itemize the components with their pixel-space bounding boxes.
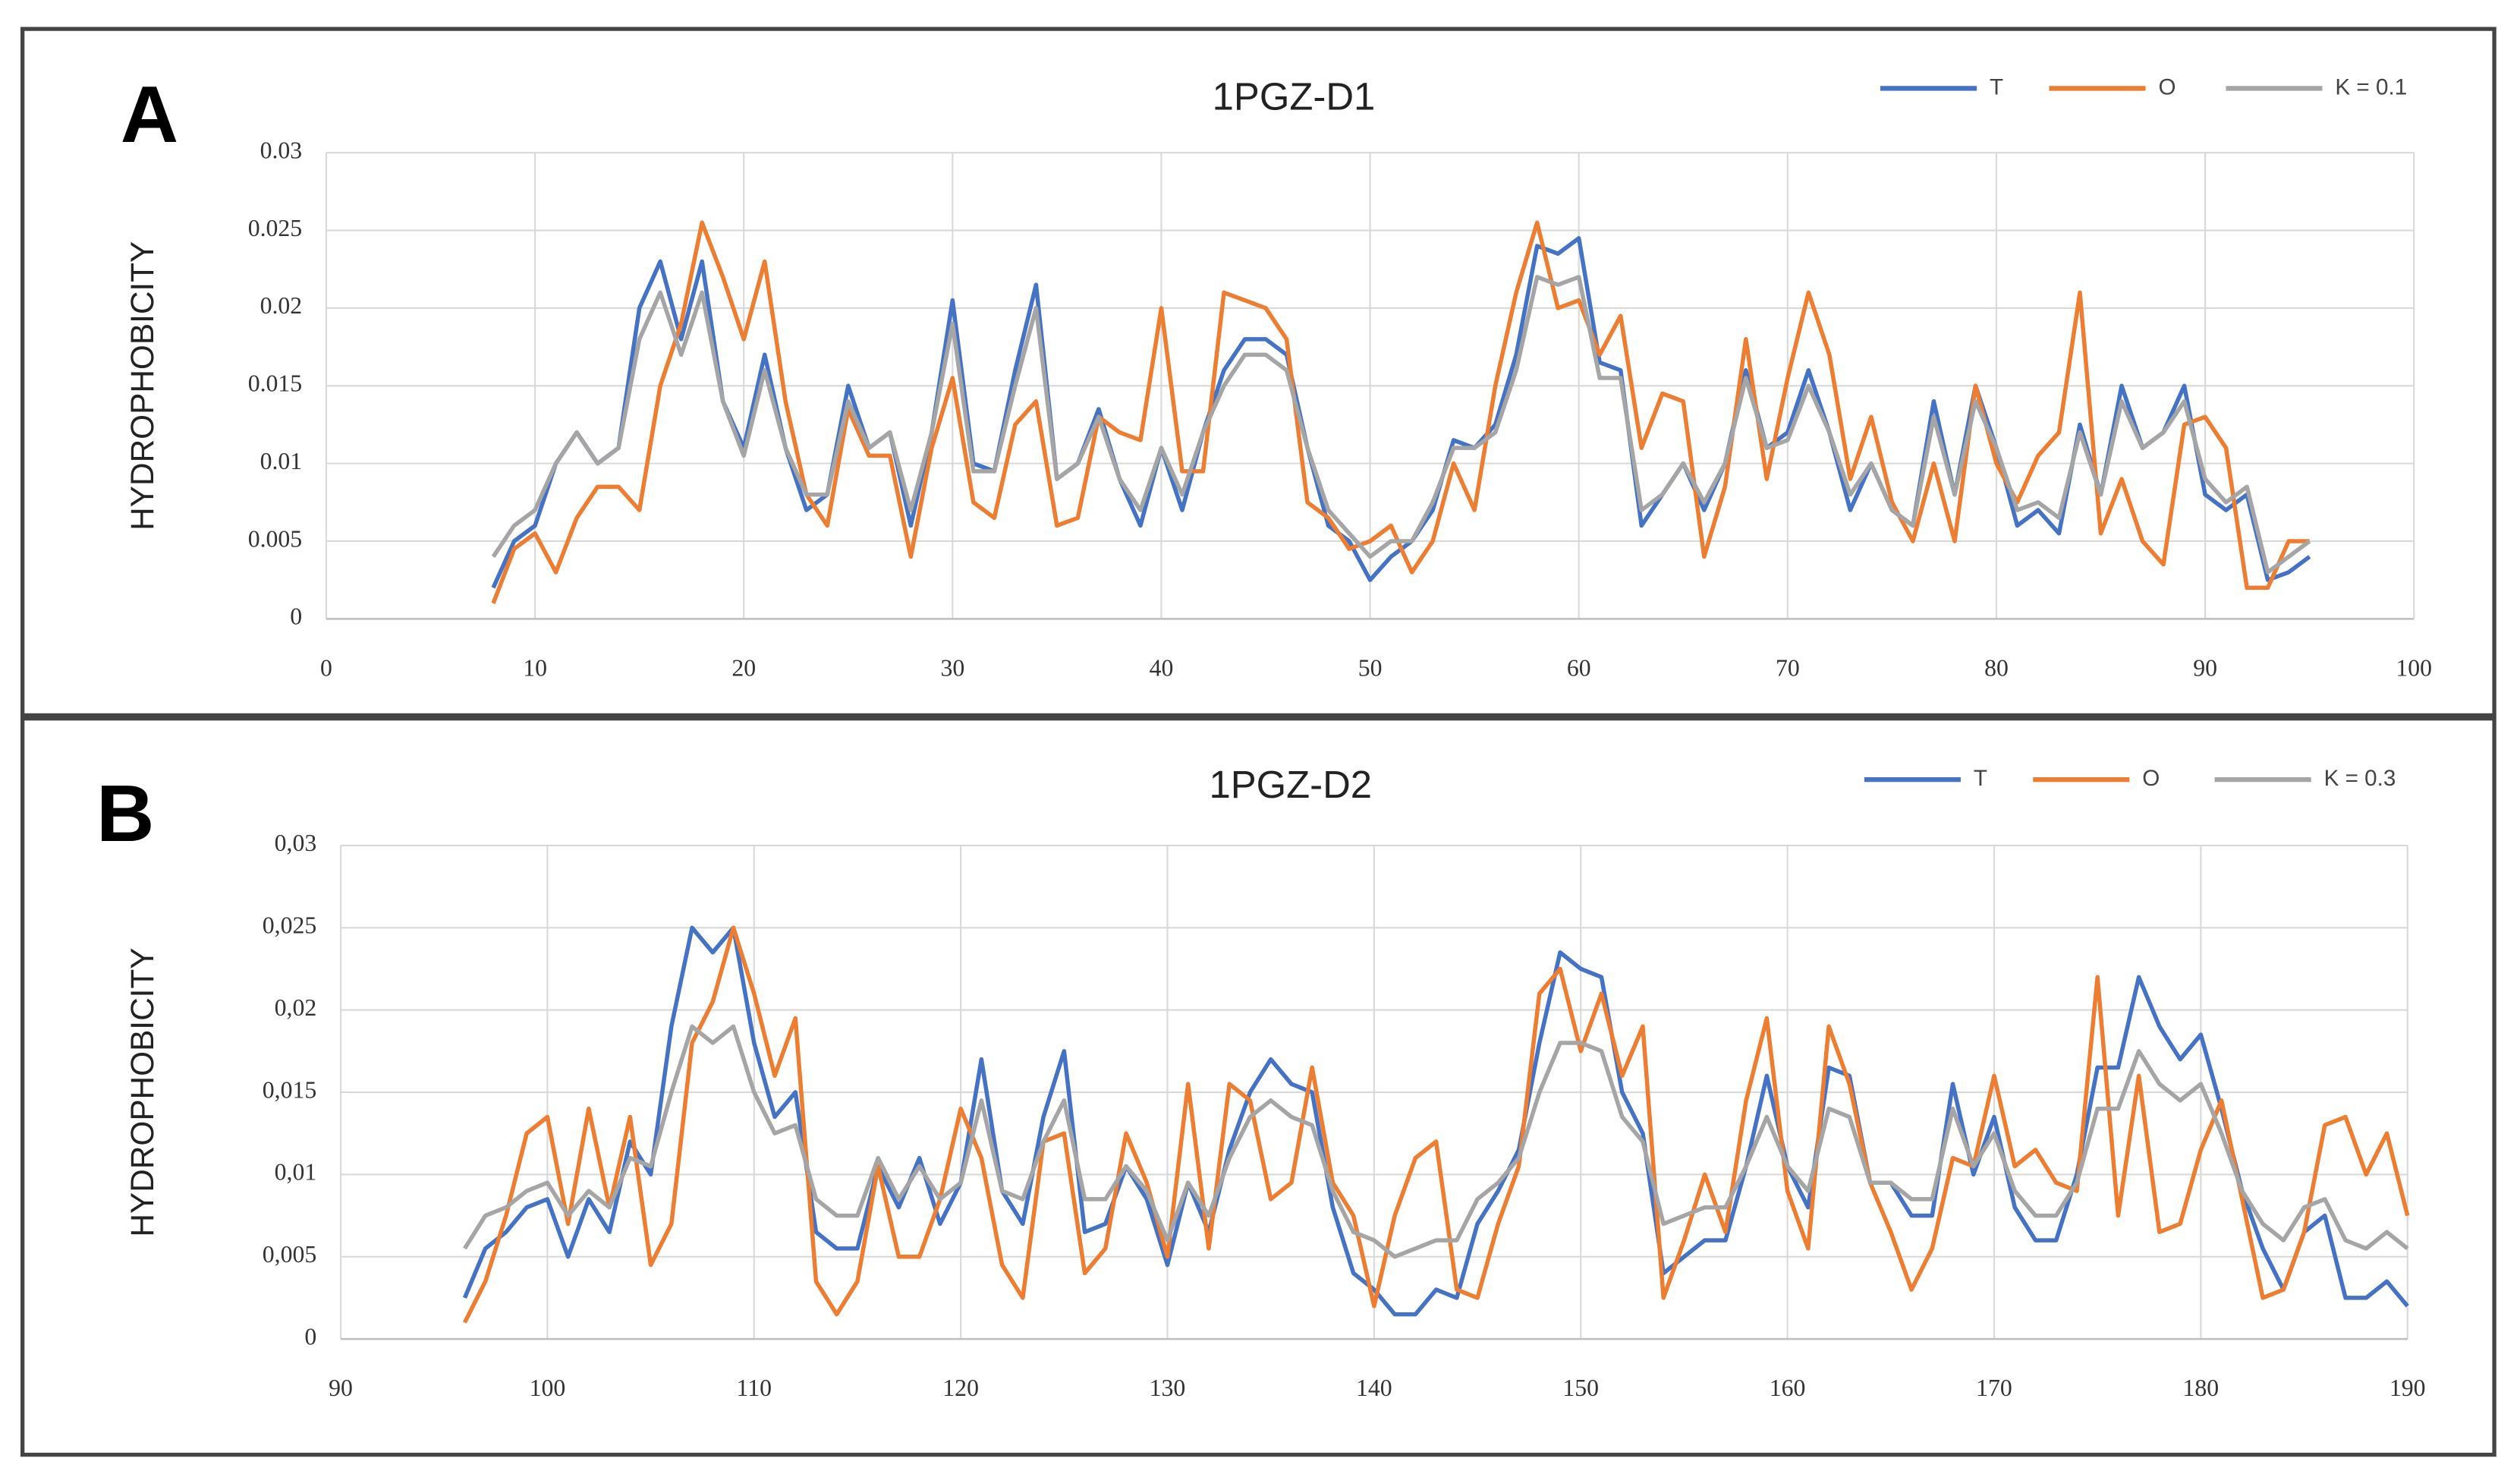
legend-label: O (2142, 766, 2160, 791)
x-tick-label: 80 (1984, 654, 2009, 681)
y-tick-label: 0.03 (260, 137, 303, 163)
data-line (491, 275, 2311, 575)
y-tick-label: 0,03 (275, 830, 317, 856)
legend-label: O (2158, 74, 2176, 99)
data-line (463, 1024, 2409, 1259)
x-tick-label: 110 (737, 1375, 772, 1401)
x-tick-label: 150 (1562, 1375, 1599, 1401)
y-tick-label: 0 (304, 1323, 316, 1350)
x-tick-label: 90 (329, 1375, 353, 1401)
data-line (462, 925, 2410, 1324)
y-axis-label: HYDROPHOBICITY (124, 241, 160, 531)
y-tick-label: 0,005 (263, 1241, 316, 1268)
x-tick-label: 40 (1150, 654, 1174, 681)
y-tick-label: 0.01 (260, 448, 303, 474)
legend-label: T (1974, 766, 1987, 791)
x-tick-label: 70 (1776, 654, 1800, 681)
y-tick-label: 0,01 (275, 1159, 317, 1186)
x-tick-label: 170 (1976, 1375, 2012, 1401)
x-tick-label: 190 (2389, 1375, 2426, 1401)
y-tick-label: 0,015 (263, 1076, 316, 1103)
legend-label: K = 0.1 (2335, 74, 2407, 99)
panel-label: B (96, 769, 154, 858)
y-tick-label: 0,025 (263, 912, 316, 939)
panel-frame (20, 716, 2496, 1457)
y-tick-label: 0,02 (275, 994, 317, 1021)
y-tick-label: 0.02 (260, 292, 303, 319)
x-tick-label: 100 (2396, 654, 2432, 681)
x-tick-label: 130 (1150, 1375, 1186, 1401)
x-tick-label: 60 (1567, 654, 1591, 681)
chart-title: 1PGZ-D1 (1213, 75, 1376, 118)
y-tick-label: 0.015 (248, 370, 302, 397)
x-tick-label: 160 (1770, 1375, 1806, 1401)
x-tick-label: 0 (320, 654, 332, 681)
x-tick-label: 30 (940, 654, 964, 681)
x-tick-label: 120 (942, 1375, 979, 1401)
chart-panel: 0 0.005 0.01 0.015 0.02 0.025 0.03 0 10 20 30 40 50 6… (20, 27, 2496, 718)
x-tick-label: 180 (2183, 1375, 2220, 1401)
x-tick-label: 50 (1358, 654, 1383, 681)
x-tick-label: 140 (1356, 1375, 1392, 1401)
legend-label: K = 0.3 (2324, 766, 2396, 791)
chart-title: 1PGZ-D2 (1209, 763, 1372, 806)
x-tick-label: 10 (523, 654, 547, 681)
panel-frame (20, 27, 2496, 718)
y-tick-label: 0 (290, 603, 302, 630)
y-tick-label: 0.005 (248, 525, 302, 552)
x-tick-label: 100 (530, 1375, 566, 1401)
x-tick-label: 20 (731, 654, 756, 681)
y-axis-label: HYDROPHOBICITY (124, 947, 160, 1236)
chart-panel: 0 0,005 0,01 0,015 0,02 0,025 0,03 90 100 110 120 1… (20, 716, 2496, 1457)
legend-label: T (1990, 74, 2003, 99)
x-tick-label: 90 (2193, 654, 2217, 681)
panel-label: A (121, 70, 178, 159)
y-tick-label: 0.025 (248, 215, 302, 241)
